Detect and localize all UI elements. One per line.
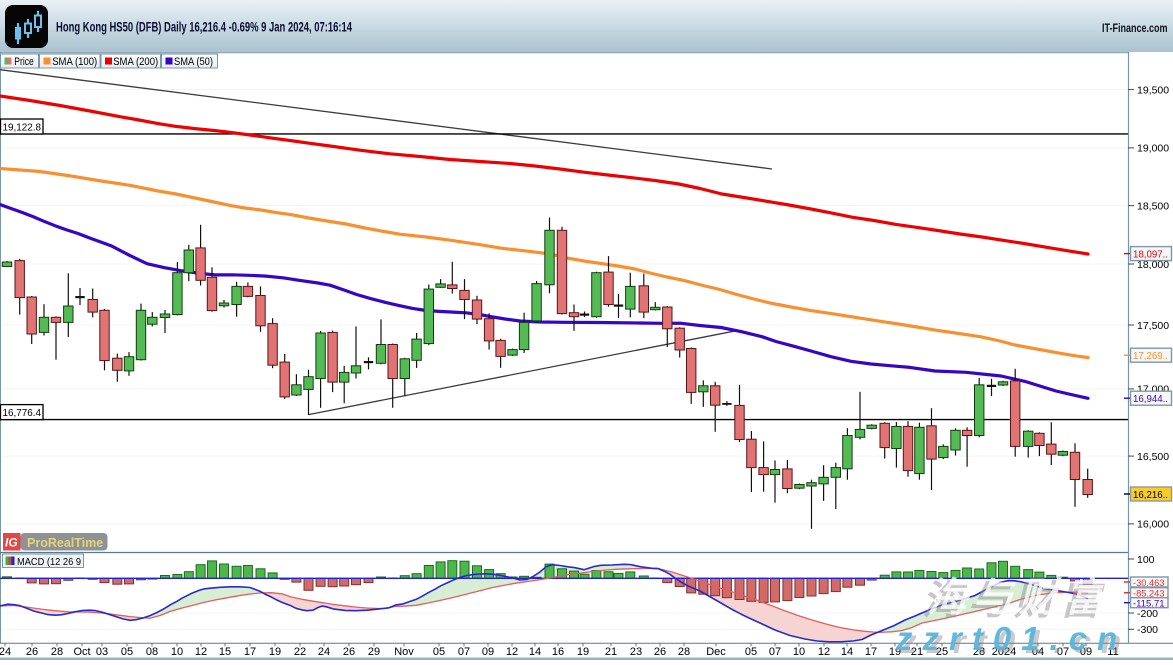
svg-text:19,000: 19,000 [1137, 143, 1169, 155]
svg-text:07: 07 [458, 646, 470, 658]
svg-text:23: 23 [630, 646, 642, 658]
svg-text:03: 03 [96, 646, 108, 658]
svg-text:28: 28 [51, 646, 63, 658]
svg-text:09: 09 [482, 646, 494, 658]
svg-text:16,500: 16,500 [1137, 451, 1169, 463]
svg-text:16: 16 [552, 646, 564, 658]
svg-text:26: 26 [26, 646, 38, 658]
svg-text:SMA (200): SMA (200) [113, 56, 158, 68]
svg-text:15: 15 [219, 646, 231, 658]
svg-text:IT-Finance.com: IT-Finance.com [1102, 23, 1168, 35]
svg-text:18,097..: 18,097.. [1133, 249, 1168, 261]
svg-text:14: 14 [529, 646, 541, 658]
svg-text:-300: -300 [1137, 624, 1158, 636]
svg-text:19,500: 19,500 [1137, 84, 1169, 96]
svg-text:18,500: 18,500 [1137, 200, 1169, 212]
svg-text:MACD (12 26 9: MACD (12 26 9 [17, 556, 81, 568]
svg-text:17,269..: 17,269.. [1133, 350, 1168, 362]
svg-text:16,000: 16,000 [1137, 519, 1169, 531]
svg-text:19,122.8: 19,122.8 [3, 122, 42, 134]
svg-text:24: 24 [0, 646, 11, 658]
svg-text:21: 21 [605, 646, 617, 658]
svg-text:Oct: Oct [73, 646, 90, 658]
svg-text:22: 22 [294, 646, 306, 658]
svg-text:05: 05 [433, 646, 445, 658]
svg-text:26: 26 [343, 646, 355, 658]
svg-text:12: 12 [818, 646, 830, 658]
svg-text:17,500: 17,500 [1137, 320, 1169, 332]
svg-text:SMA (50): SMA (50) [174, 56, 213, 68]
svg-text:26: 26 [654, 646, 666, 658]
svg-text:Price: Price [14, 56, 34, 68]
svg-text:ProRealTime: ProRealTime [27, 536, 103, 550]
svg-text:zzrt01.cn: zzrt01.cn [895, 620, 1127, 657]
svg-text:Dec: Dec [706, 646, 726, 658]
svg-text:-115.71: -115.71 [1133, 599, 1165, 610]
svg-text:08: 08 [146, 646, 158, 658]
svg-text:Hong Kong HS50 (DFB) Daily 16,: Hong Kong HS50 (DFB) Daily 16,216.4 -0.6… [56, 19, 352, 35]
svg-text:16,216..: 16,216.. [1133, 489, 1168, 501]
svg-text:19: 19 [577, 646, 589, 658]
svg-text:29: 29 [368, 646, 380, 658]
svg-text:17: 17 [865, 646, 877, 658]
svg-text:19: 19 [269, 646, 281, 658]
svg-text:海与财富: 海与财富 [927, 576, 1111, 620]
svg-text:Nov: Nov [394, 646, 414, 658]
svg-text:17: 17 [244, 646, 256, 658]
svg-text:16,944..: 16,944.. [1133, 393, 1168, 405]
svg-text:100: 100 [1137, 554, 1155, 566]
svg-text:12: 12 [195, 646, 207, 658]
svg-text:IG: IG [5, 536, 18, 550]
svg-text:10: 10 [171, 646, 183, 658]
svg-text:12: 12 [506, 646, 518, 658]
svg-text:05: 05 [121, 646, 133, 658]
svg-text:24: 24 [318, 646, 330, 658]
svg-text:10: 10 [793, 646, 805, 658]
svg-text:14: 14 [841, 646, 853, 658]
svg-text:16,776.4: 16,776.4 [3, 407, 42, 419]
svg-text:07: 07 [769, 646, 781, 658]
svg-text:28: 28 [678, 646, 690, 658]
svg-text:SMA (100): SMA (100) [52, 56, 97, 68]
svg-text:05: 05 [745, 646, 757, 658]
